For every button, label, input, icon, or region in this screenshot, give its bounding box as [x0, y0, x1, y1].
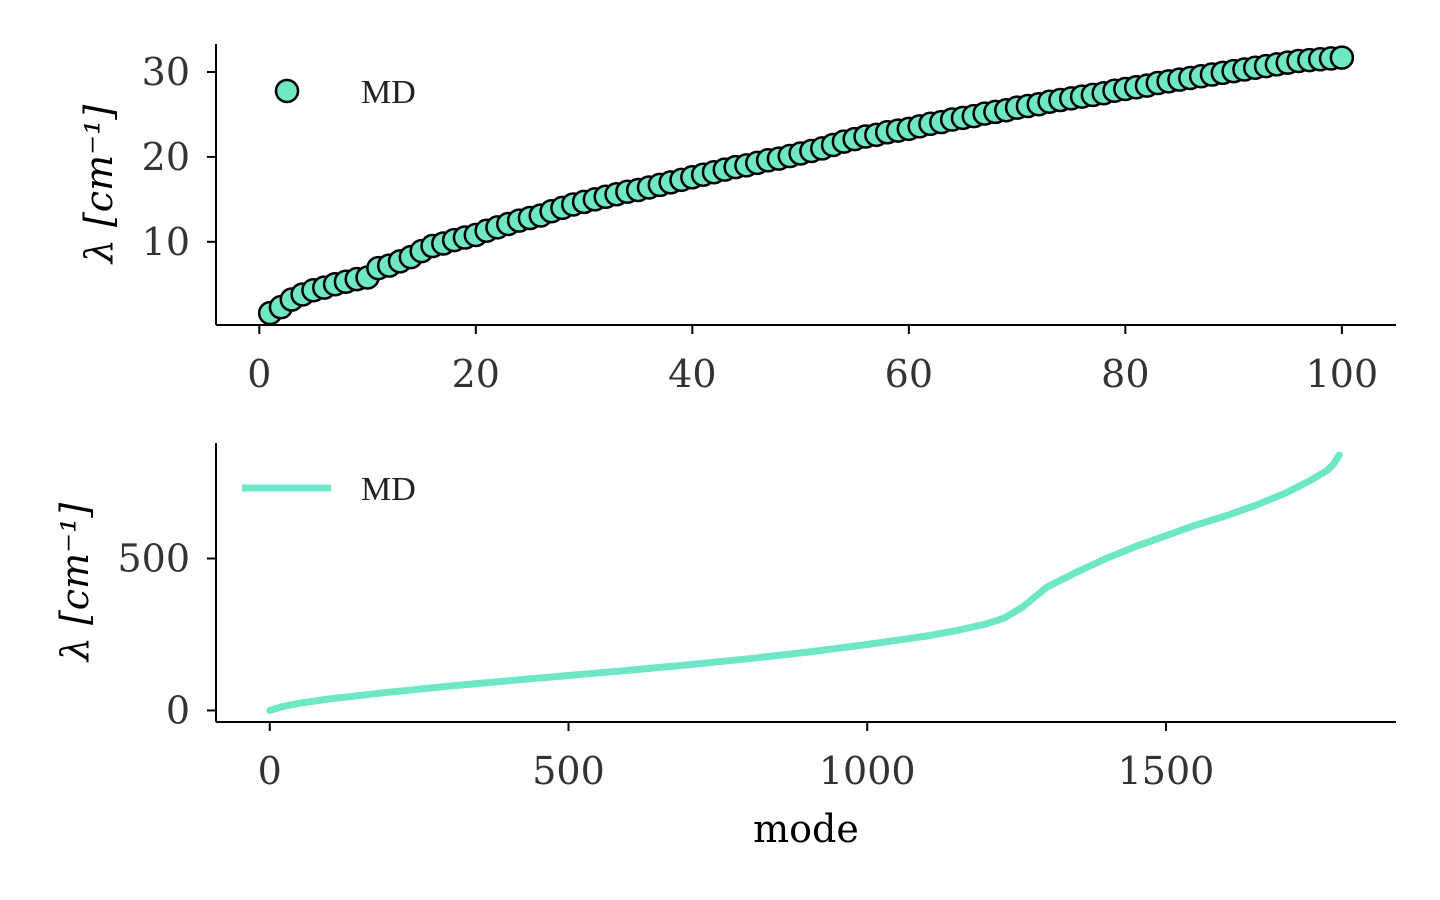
bottom-x-tick-label: 1500: [1118, 749, 1215, 793]
top-x-ticks: 0 20 40 60 80 100: [247, 325, 1378, 396]
line-panel: 0 500 1000 1500 0 500 λ [cm⁻¹] mode MD: [53, 443, 1396, 851]
bottom-y-tick-label: 500: [117, 536, 190, 580]
top-legend-label: MD: [361, 74, 416, 111]
top-legend-marker: [274, 78, 300, 104]
top-y-tick-label: 30: [142, 50, 190, 94]
bottom-y-ticks: 0 500: [117, 536, 216, 732]
top-x-tick-label: 80: [1101, 352, 1149, 396]
bottom-y-tick-label: 0: [166, 688, 190, 732]
series-line: [266, 451, 1343, 714]
scatter-point: [1329, 45, 1355, 70]
bottom-x-tick-label: 500: [532, 749, 605, 793]
top-legend: MD: [274, 74, 416, 111]
top-x-tick-label: 60: [885, 352, 933, 396]
top-x-tick-label: 20: [452, 352, 500, 396]
top-x-tick-label: 100: [1306, 352, 1379, 396]
scatter-panel: 0 20 40 60 80 100 10 20 30 λ [cm⁻¹] MD: [77, 44, 1396, 396]
bottom-legend: MD: [242, 471, 416, 508]
bottom-x-tick-label: 0: [258, 749, 282, 793]
bottom-x-tick-label: 1000: [819, 749, 916, 793]
top-y-tick-label: 10: [142, 220, 190, 264]
top-y-axis-label: λ [cm⁻¹]: [77, 105, 121, 266]
bottom-x-axis-label: mode: [753, 807, 859, 851]
scatter-points: [257, 45, 1355, 326]
top-y-ticks: 10 20 30: [142, 50, 216, 264]
line-series: [266, 451, 1343, 714]
top-x-tick-label: 40: [668, 352, 716, 396]
bottom-y-axis-label: λ [cm⁻¹]: [53, 503, 97, 664]
top-x-tick-label: 0: [247, 352, 271, 396]
top-y-tick-label: 20: [142, 135, 190, 179]
bottom-x-ticks: 0 500 1000 1500: [258, 722, 1215, 793]
bottom-legend-label: MD: [361, 471, 416, 508]
